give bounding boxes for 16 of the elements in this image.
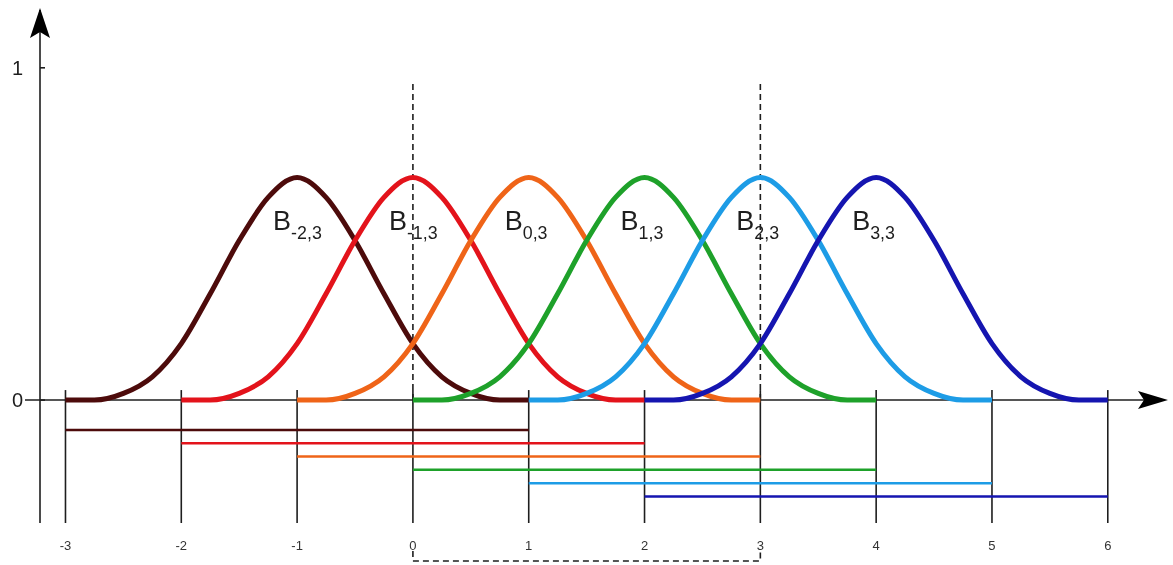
series-label: B$_{2,3}$	[736, 205, 780, 243]
x-tick-label: -3	[59, 538, 72, 553]
x-tick-label: 6	[1104, 538, 1112, 553]
x-tick-label: 3	[756, 538, 764, 553]
x-tick-label: 0	[409, 538, 417, 553]
series-label: B$_{0,3}$	[504, 205, 548, 243]
x-tick-label: 1	[525, 538, 533, 553]
x-tick-label: 5	[988, 538, 996, 553]
x-tick-label: 4	[872, 538, 880, 553]
x-tick-label: 2	[640, 538, 649, 553]
series-label: B$_{-1,3}$	[388, 205, 438, 243]
x-tick-label: -1	[291, 538, 303, 553]
x-tick-label: -2	[175, 538, 188, 553]
series-label: B$_{1,3}$	[620, 205, 664, 243]
series-label: B$_{-2,3}$	[273, 205, 322, 243]
series-label: B$_{3,3}$	[852, 205, 896, 243]
